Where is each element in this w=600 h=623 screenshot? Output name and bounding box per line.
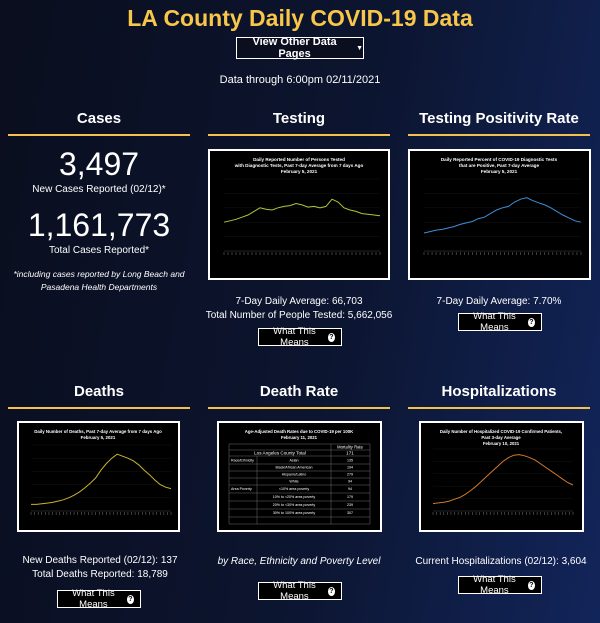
testing-stat-average: 7-Day Daily Average: 66,703 [235, 296, 363, 307]
death-rate-row-value: 307 [347, 511, 353, 515]
view-other-data-pages-button[interactable]: View Other Data Pages ▼ [236, 36, 364, 60]
death-rate-row-value: 94 [348, 480, 352, 484]
deaths-section: Deaths [8, 383, 190, 409]
positivity-series-line [423, 197, 582, 234]
positivity-chart-svg: Daily Reported Percent of COVID-19 Diagn… [423, 157, 582, 255]
positivity-section: Testing Positivity Rate [408, 110, 590, 136]
testing-series-line [223, 198, 381, 223]
positivity-chart-title-1: Daily Reported Percent of COVID-19 Diagn… [441, 157, 558, 162]
nav-button-label: View Other Data Pages [252, 36, 337, 60]
hospitalizations-stats: Current Hospitalizations (02/12): 3,604 [401, 555, 600, 569]
testing-chart-title-3: February 5, 2021 [281, 169, 318, 174]
testing-section: Testing [208, 110, 390, 136]
death-rate-row-label: <10% area poverty [279, 487, 309, 491]
total-cases-label: Total Cases Reported* [48, 245, 150, 256]
deaths-series-line [31, 453, 172, 505]
hospitalizations-title: Hospitalizations [408, 383, 590, 409]
death-rate-row-label: Asian [290, 459, 299, 463]
cases-title: Cases [8, 110, 190, 136]
death-rate-row-value: 94 [348, 487, 352, 491]
hosp-chart-title-3: February 10, 2021 [483, 441, 520, 446]
positivity-what-this-means-button[interactable]: What This Means ? [458, 311, 542, 333]
deaths-chart-title-1: Daily Number of Deaths, Past 7-day Avera… [34, 429, 162, 434]
death-rate-row-label: Hispanic/Latino [282, 473, 307, 477]
hosp-series-line [432, 454, 574, 505]
cases-section: Cases 3,497 New Cases Reported (02/12)* … [8, 110, 190, 294]
hospitalizations-chart[interactable]: Daily Number of Hospitalized COVID-19 Co… [419, 421, 584, 532]
new-cases-label: New Cases Reported (02/12)* [32, 184, 166, 195]
death-rate-chart-title-2: February 11, 2021 [281, 435, 318, 440]
hospitalizations-section: Hospitalizations [408, 383, 590, 409]
deaths-title: Deaths [8, 383, 190, 409]
positivity-button-label: What This Means [473, 311, 516, 333]
testing-chart-title-1: Daily Reported Number of Persons Tested [253, 157, 345, 162]
hospitalizations-chart-svg: Daily Number of Hospitalized COVID-19 Co… [432, 429, 574, 515]
deaths-stat-new: New Deaths Reported (02/12): 137 [22, 555, 178, 566]
total-cases-value: 1,161,773 [27, 207, 171, 243]
deaths-what-this-means-button[interactable]: What This Means ? [57, 588, 141, 610]
death-rate-row-label: 30% to 100% area poverty [273, 511, 316, 515]
death-rate-county-label: Los Angeles County Total [254, 451, 306, 456]
death-rate-subtitle: by Race, Ethnicity and Poverty Level [217, 556, 381, 567]
death-rate-group-label: Race/Ethnicity [231, 459, 254, 463]
death-rate-chart-title-1: Age-Adjusted Death Rates due to COVID-19… [245, 429, 354, 434]
death-rate-row-value: 179 [347, 495, 353, 499]
death-rate-row-label: White [289, 480, 298, 484]
hospitalizations-stat-current: Current Hospitalizations (02/12): 3,604 [415, 556, 587, 567]
death-rate-table-image[interactable]: Age-Adjusted Death Rates due to COVID-19… [217, 421, 382, 532]
death-rate-title: Death Rate [208, 383, 390, 409]
page-title: LA County Daily COVID-19 Data [127, 5, 473, 31]
positivity-chart-title-3: February 5, 2021 [481, 169, 518, 174]
positivity-chart[interactable]: Daily Reported Percent of COVID-19 Diagn… [408, 149, 591, 280]
death-rate-section: Death Rate [208, 383, 390, 409]
testing-button-label: What This Means [273, 326, 316, 348]
positivity-stats: 7-Day Daily Average: 7.70% [399, 295, 599, 309]
testing-chart-title-2: with Diagnostic Tests, Past 7-day Averag… [234, 163, 364, 168]
death-rate-row-value: 194 [347, 466, 353, 470]
question-icon: ? [527, 317, 535, 327]
testing-what-this-means-button[interactable]: What This Means ? [258, 326, 342, 348]
positivity-title: Testing Positivity Rate [408, 110, 590, 136]
positivity-chart-title-2: that are Positive, Past 7-day Average [459, 163, 540, 168]
question-icon: ? [527, 580, 535, 590]
new-cases-value: 3,497 [58, 146, 140, 182]
testing-chart-svg: Daily Reported Number of Persons Tested … [223, 157, 381, 255]
death-rate-row-label: 10% to <20% area poverty [273, 495, 316, 499]
deaths-chart[interactable]: Daily Number of Deaths, Past 7-day Avera… [17, 421, 180, 532]
data-through-text: Data through 6:00pm 02/11/2021 [219, 74, 381, 86]
hospitalizations-what-this-means-button[interactable]: What This Means ? [458, 574, 542, 596]
deaths-button-label: What This Means [72, 588, 115, 610]
death-rate-county-value: 171 [346, 451, 354, 456]
question-icon: ? [327, 586, 335, 596]
death-rate-table-svg: Age-Adjusted Death Rates due to COVID-19… [228, 429, 371, 525]
question-icon: ? [327, 332, 335, 342]
death-rate-button-label: What This Means [273, 580, 316, 602]
testing-stats: 7-Day Daily Average: 66,703 Total Number… [199, 295, 399, 323]
deaths-stat-total: Total Deaths Reported: 18,789 [32, 569, 168, 580]
death-rate-row-value: 239 [347, 503, 353, 507]
testing-title: Testing [208, 110, 390, 136]
death-rate-group-label: Area Poverty [231, 487, 252, 491]
cases-note: *including cases reported by Long Beach … [13, 269, 185, 292]
question-icon: ? [126, 594, 134, 604]
deaths-chart-svg: Daily Number of Deaths, Past 7-day Avera… [30, 429, 172, 515]
deaths-chart-title-2: February 5, 2021 [81, 435, 116, 440]
death-rate-row-value: 279 [347, 473, 353, 477]
death-rate-row-value: 135 [347, 459, 353, 463]
deaths-stats: New Deaths Reported (02/12): 137 Total D… [0, 554, 200, 582]
testing-chart[interactable]: Daily Reported Number of Persons Tested … [208, 149, 390, 280]
testing-stat-total: Total Number of People Tested: 5,662,056 [205, 310, 393, 321]
death-rate-row-label: Black/African American [276, 466, 313, 470]
hosp-chart-title-2: Past 3-day Average [481, 435, 521, 440]
hosp-chart-title-1: Daily Number of Hospitalized COVID-19 Co… [440, 429, 562, 434]
caret-down-icon: ▼ [356, 44, 363, 52]
death-rate-row-label: 20% to <30% area poverty [273, 503, 316, 507]
death-rate-what-this-means-button[interactable]: What This Means ? [258, 580, 342, 602]
death-rate-col-header: Mortality Rate [337, 445, 364, 450]
positivity-stat-average: 7-Day Daily Average: 7.70% [436, 296, 562, 307]
hospitalizations-button-label: What This Means [473, 574, 516, 596]
